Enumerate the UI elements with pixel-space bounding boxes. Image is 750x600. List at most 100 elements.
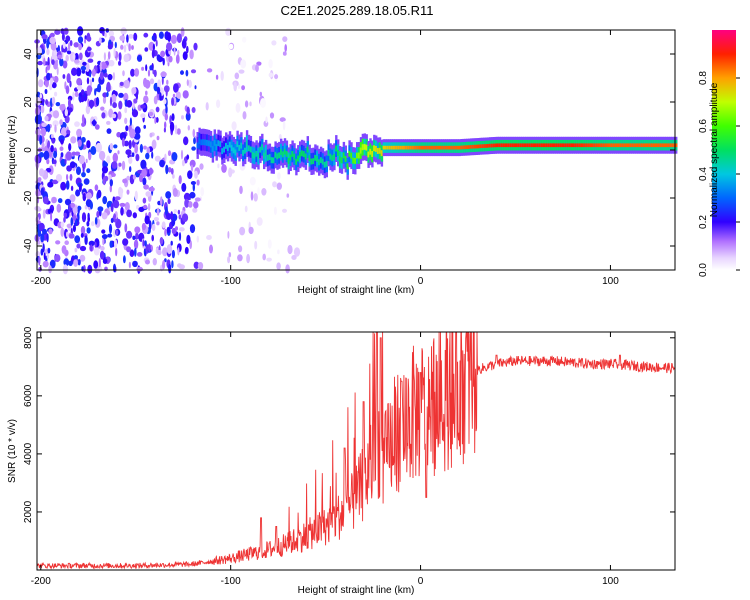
spectrogram-noise-blob — [63, 212, 67, 218]
spectrogram-noise-blob — [78, 95, 81, 102]
spectrogram-noise-blob — [74, 59, 80, 64]
spectrogram-noise-blob — [186, 45, 189, 54]
snr-x-tick-label: -100 — [221, 576, 241, 587]
spectrogram-noise-blob — [108, 223, 113, 234]
spectrogram-noise-blob — [75, 189, 81, 197]
spectrogram-noise-blob — [175, 91, 181, 99]
spectrogram-noise-blob — [47, 141, 50, 149]
spectrogram-noise-blob — [160, 196, 163, 207]
spectrogram-noise-blob — [178, 227, 185, 232]
spectrogram-noise-blob — [151, 35, 156, 41]
spectrogram-noise-blob — [86, 221, 90, 227]
spectrogram-noise-blob — [62, 60, 68, 69]
spectrogram-noise-blob — [170, 168, 174, 175]
spectrogram-trace-core — [549, 143, 553, 148]
snr-series-line — [36, 331, 676, 570]
spectrogram-trace-core — [469, 145, 473, 149]
spectrogram-noise-blob — [145, 259, 150, 265]
spectrogram-noise-blob — [156, 135, 160, 141]
spectrogram-noise-blob — [168, 263, 172, 274]
spectrogram-noise-blob — [115, 247, 118, 257]
spectrogram-noise-blob — [44, 89, 48, 94]
spectrogram-noise-blob — [155, 117, 159, 123]
spectrogram-noise-blob — [113, 144, 118, 149]
spectrogram-trace-core — [356, 152, 359, 159]
spectrogram-trace-core — [445, 145, 448, 150]
spectrogram-noise-blob — [65, 54, 69, 62]
spectrogram-noise-blob — [162, 57, 165, 66]
spectrogram-trace-core — [234, 149, 237, 156]
spectrogram-noise-blob — [49, 259, 56, 269]
spectrogram-noise-blob — [187, 125, 190, 131]
spectrogram-noise-blob — [170, 211, 174, 221]
spectrogram-noise-blob — [47, 208, 54, 215]
spectrogram-noise-blob — [128, 140, 132, 150]
spectrogram-noise-blob — [43, 150, 50, 161]
spectrogram-noise-blob — [90, 146, 97, 155]
spectrogram-trace-core — [310, 158, 313, 165]
spectrogram-noise-blob — [134, 133, 141, 140]
spectrogram-noise-blob — [51, 196, 57, 204]
spectrogram-noise-blob — [126, 230, 133, 239]
spectrogram-noise-blob — [166, 79, 169, 85]
spectrogram-noise-blob — [276, 262, 281, 270]
spectrogram-trace-core — [200, 139, 203, 146]
spectrogram-noise-blob — [171, 152, 178, 162]
spectrogram-trace-core — [266, 154, 270, 161]
spectrogram-noise-blob — [42, 209, 46, 219]
spectrogram-trace-core — [468, 145, 471, 149]
spectrogram-noise-blob — [38, 168, 45, 177]
spectrogram-noise-blob — [69, 202, 76, 208]
spectrogram-trace-core — [405, 145, 408, 150]
spectrogram-noise-blob — [276, 182, 282, 190]
spectrogram-noise-blob — [136, 252, 143, 257]
spectrogram-noise-blob — [57, 54, 63, 59]
spectrogram-trace-core — [640, 143, 644, 148]
spectrogram-noise-blob — [64, 81, 67, 90]
spectrogram-noise-blob — [52, 179, 59, 185]
spectrogram-noise-blob — [78, 183, 82, 192]
spectrogram-noise-blob — [136, 266, 143, 272]
spectrogram-trace-core — [460, 145, 463, 150]
spectrogram-noise-blob — [145, 191, 151, 197]
spectrogram-trace-core — [593, 143, 596, 148]
spectrogram-trace-core — [646, 143, 649, 148]
spectrogram-noise-blob — [148, 243, 151, 252]
spectrogram-trace-core — [413, 145, 416, 150]
spectrogram-noise-blob — [113, 199, 120, 209]
spectrogram-trace-core — [295, 158, 298, 165]
spectrogram-noise-blob — [106, 155, 111, 164]
spectrogram-noise-blob — [51, 138, 56, 144]
spectrogram-trace-core — [627, 143, 630, 148]
spectrogram-trace-core — [433, 145, 437, 150]
spectrogram-noise-blob — [94, 217, 98, 225]
spectrogram-trace-core — [616, 143, 619, 148]
spectrogram-noise-blob — [102, 92, 108, 98]
snr-y-tick-label: 8000 — [23, 326, 34, 349]
spectrogram-noise-blob — [72, 91, 75, 101]
spectrogram-noise-blob — [74, 247, 78, 253]
spectrogram-noise-blob — [81, 136, 86, 143]
spectrogram-noise-blob — [106, 128, 112, 134]
spectrogram-trace-core — [340, 157, 344, 164]
spectrogram-trace-core — [238, 145, 241, 151]
spectrogram-trace-core — [236, 141, 239, 148]
spectrogram-noise-blob — [65, 151, 72, 161]
spectrogram-noise-blob — [111, 161, 118, 169]
spectrogram-trace-core — [568, 143, 572, 148]
colorbar-tick-label: 0.0 — [698, 263, 709, 277]
spectrogram-trace-core — [437, 145, 440, 150]
spectrogram-trace-core — [490, 143, 494, 148]
spectrogram-trace-core — [585, 143, 589, 148]
spectrogram-trace-core — [384, 145, 387, 150]
spectrogram-noise-blob — [100, 246, 105, 251]
spectrogram-noise-blob — [177, 247, 180, 256]
spectrogram-noise-blob — [261, 188, 267, 196]
spectrogram-noise-blob — [95, 87, 100, 92]
spectrogram-x-tick-label: 0 — [418, 276, 424, 287]
spectrogram-noise-blob — [39, 152, 45, 158]
spectrogram-noise-blob — [123, 255, 126, 264]
spectrogram-noise-blob — [100, 106, 105, 111]
spectrogram-noise-blob — [101, 229, 106, 234]
spectrogram-noise-blob — [157, 79, 162, 89]
